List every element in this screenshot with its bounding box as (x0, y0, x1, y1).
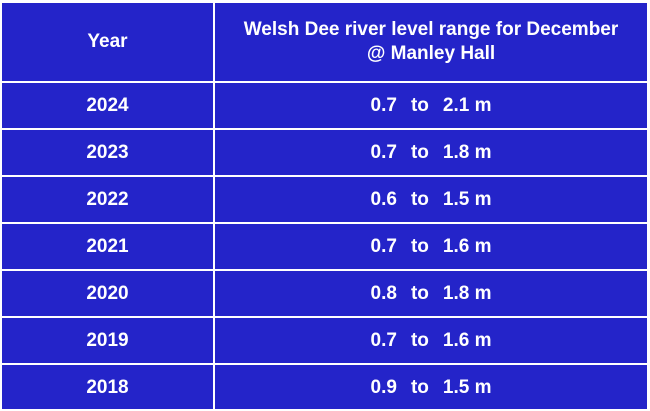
table-row: 2019 0.7 to 1.6 m (2, 316, 647, 365)
range-high: 1.5 m (442, 188, 492, 210)
range-high: 1.6 m (442, 235, 492, 257)
range-cell: 0.7 to 2.1 m (213, 81, 647, 130)
range-cell: 0.7 to 1.8 m (213, 128, 647, 177)
header-level-range-line1: Welsh Dee river level range for December (243, 19, 619, 40)
table-body: 2024 0.7 to 2.1 m 2023 0.7 to 1.8 m 2022 0.6… (2, 81, 647, 410)
year-cell: 2022 (2, 175, 215, 224)
year-cell: 2018 (2, 363, 215, 410)
header-level-range-line2: @ Manley Hall (366, 43, 496, 64)
table-row: 2022 0.6 to 1.5 m (2, 175, 647, 224)
range-to: to (410, 94, 429, 116)
range-cell: 0.8 to 1.8 m (213, 269, 647, 318)
range-cell: 0.6 to 1.5 m (213, 175, 647, 224)
table-header-row: Year Welsh Dee river level range for Dec… (2, 3, 647, 83)
range-to: to (410, 235, 429, 257)
range-low: 0.7 (370, 94, 397, 116)
range-high: 1.5 m (442, 376, 492, 398)
range-low: 0.7 (370, 329, 397, 351)
range-high: 1.6 m (442, 329, 492, 351)
range-low: 0.8 (370, 282, 397, 304)
table-row: 2023 0.7 to 1.8 m (2, 128, 647, 177)
river-level-table: Year Welsh Dee river level range for Dec… (2, 3, 647, 410)
year-cell: 2023 (2, 128, 215, 177)
range-low: 0.7 (370, 141, 397, 163)
table-row: 2018 0.9 to 1.5 m (2, 363, 647, 410)
header-level-range: Welsh Dee river level range for December… (213, 3, 647, 83)
range-cell: 0.7 to 1.6 m (213, 316, 647, 365)
range-low: 0.7 (370, 235, 397, 257)
range-high: 2.1 m (442, 94, 492, 116)
range-to: to (410, 329, 429, 351)
range-to: to (410, 282, 429, 304)
table-row: 2020 0.8 to 1.8 m (2, 269, 647, 318)
range-to: to (410, 376, 429, 398)
table-row: 2024 0.7 to 2.1 m (2, 81, 647, 130)
range-cell: 0.7 to 1.6 m (213, 222, 647, 271)
range-high: 1.8 m (442, 141, 492, 163)
range-to: to (410, 141, 429, 163)
header-year: Year (2, 3, 215, 83)
range-low: 0.6 (370, 188, 397, 210)
year-cell: 2019 (2, 316, 215, 365)
range-cell: 0.9 to 1.5 m (213, 363, 647, 410)
river-level-table-container: Year Welsh Dee river level range for Dec… (2, 3, 647, 410)
range-high: 1.8 m (442, 282, 492, 304)
year-cell: 2024 (2, 81, 215, 130)
range-to: to (410, 188, 429, 210)
year-cell: 2020 (2, 269, 215, 318)
range-low: 0.9 (370, 376, 397, 398)
year-cell: 2021 (2, 222, 215, 271)
table-row: 2021 0.7 to 1.6 m (2, 222, 647, 271)
